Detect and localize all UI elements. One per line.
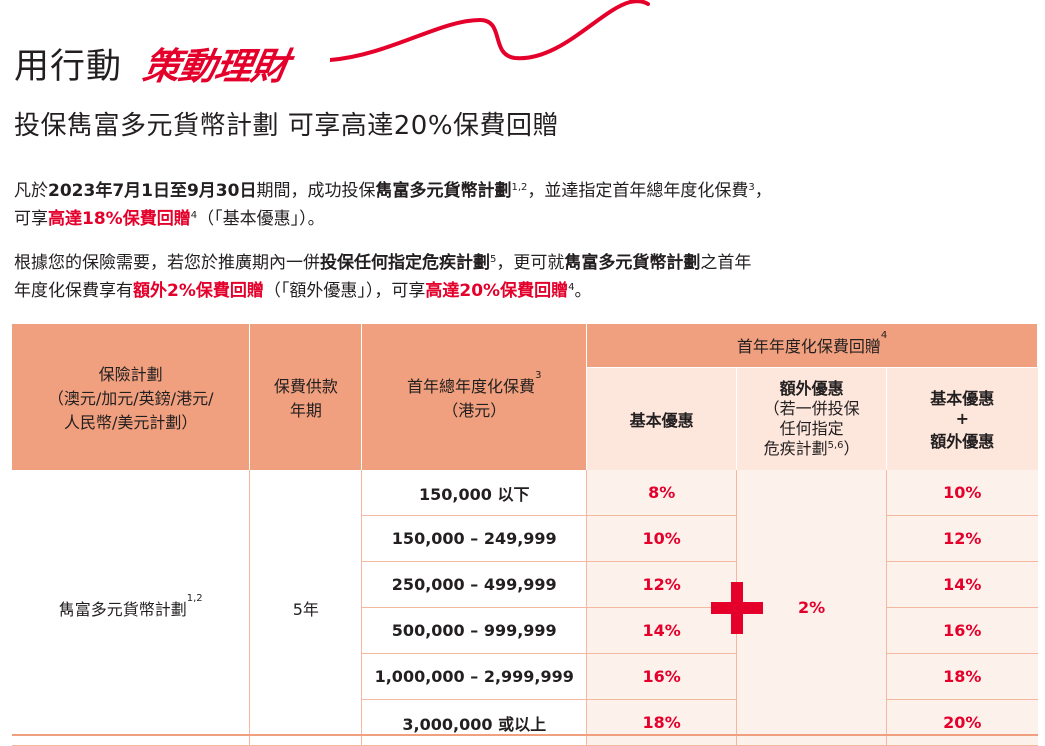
header-plan-l1: 保險計劃 <box>98 365 163 384</box>
p1-period: 2023年7月1日至9月30日 <box>48 181 257 201</box>
header-total-l1: 基本優惠 <box>930 389 995 409</box>
premium-range: 250,000 – 499,999 <box>361 561 588 608</box>
footnote-ref: 4 <box>568 282 575 293</box>
total-rate: 10% <box>886 470 1038 516</box>
p2-ci-plan: 投保任何指定危疾計劃 <box>320 253 490 273</box>
header-extra-l4: 危疾計劃 <box>763 438 828 458</box>
rebate-table: 保險計劃 （澳元/加元/英鎊/港元/ 人民幣/美元計劃） 保費供款 年期 首年總… <box>12 324 1038 746</box>
header-rebate-label: 首年年度化保費回贈 <box>736 337 881 357</box>
p1-text: 期間，成功投保 <box>256 181 376 201</box>
p1-text: ， <box>754 181 772 201</box>
table-row: 1,000,000 – 2,999,999 16% 18% <box>12 653 1038 700</box>
table-row: 250,000 – 499,999 12% 14% <box>12 561 1038 608</box>
basic-rate: 18% <box>586 699 738 746</box>
p2-text: （「額外優惠」），可享 <box>263 281 426 301</box>
header-plan: 保險計劃 （澳元/加元/英鎊/港元/ 人民幣/美元計劃） <box>12 324 251 470</box>
footnote-ref: 3 <box>535 370 542 381</box>
total-rate: 18% <box>886 653 1038 700</box>
ribbon-decoration <box>330 0 650 62</box>
header-total: 基本優惠 + 額外優惠 <box>886 367 1038 470</box>
premium-range: 150,000 以下 <box>361 470 588 516</box>
basic-rate: 8% <box>586 470 738 516</box>
p1-text: ，並達指定首年總年度化保費 <box>527 181 749 201</box>
plus-icon <box>711 581 764 634</box>
bottom-divider <box>12 734 1038 736</box>
footnote-ref: 1,2 <box>186 592 203 604</box>
p2-text: 之首年 <box>700 253 752 273</box>
term-cell: 5年 <box>249 470 363 746</box>
plan-name: 雋富多元貨幣計劃 <box>58 599 187 619</box>
basic-rate: 14% <box>586 607 738 654</box>
table-row: 500,000 – 999,999 14% 16% <box>12 607 1038 654</box>
header-term-l1: 保費供款 <box>273 377 338 396</box>
brand-heading: 用行動 策動理財 <box>14 36 291 90</box>
p2-text: 。 <box>574 281 592 301</box>
p2-text: ，更可就 <box>496 253 565 273</box>
p1-text: 凡於 <box>14 181 48 201</box>
page-subtitle: 投保雋富多元貨幣計劃 可享高達20%保費回贈 <box>14 111 560 141</box>
total-rate: 12% <box>886 515 1038 562</box>
basic-rate: 12% <box>586 561 738 608</box>
p1-text: 可享 <box>14 209 48 229</box>
p1-highlight: 高達18%保費回贈 <box>48 209 191 229</box>
header-premium-l2: （港元） <box>442 401 507 420</box>
brand-script-logo: 策動理財 <box>139 44 292 88</box>
premium-range: 500,000 – 999,999 <box>361 607 588 654</box>
p2-text: 年度化保費享有 <box>14 281 133 301</box>
header-extra: 額外優惠 （若一併投保 任何指定 危疾計劃5,6） <box>736 367 888 470</box>
p1-text: （「基本優惠」）。 <box>197 209 325 229</box>
table-row: 150,000 – 249,999 10% 12% <box>12 515 1038 562</box>
header-extra-l3: 任何指定 <box>779 418 844 438</box>
premium-range: 3,000,000 或以上 <box>361 699 588 746</box>
header-basic: 基本優惠 <box>586 367 738 470</box>
total-rate: 20% <box>886 699 1038 746</box>
extra-rate: 2% <box>798 598 826 617</box>
footnote-ref: 4 <box>190 210 198 221</box>
footnote-ref: 5,6 <box>827 439 844 451</box>
total-rate: 14% <box>886 561 1038 608</box>
footnote-ref: 1,2 <box>511 182 528 193</box>
header-premium-l1: 首年總年度化保費 <box>407 377 536 396</box>
header-extra-l5: ） <box>843 438 860 458</box>
extra-rate-cell: 2% <box>711 470 888 746</box>
header-term: 保費供款 年期 <box>249 324 363 470</box>
header-term-l2: 年期 <box>289 401 322 420</box>
p2-plan: 雋富多元貨幣計劃 <box>564 253 701 273</box>
p2-text: 根據您的保險需要，若您於推廣期內一併 <box>14 253 320 273</box>
p2-extra-highlight: 額外2%保費回贈 <box>133 281 264 301</box>
footnote-ref: 5 <box>490 254 497 265</box>
header-extra-l1: 額外優惠 <box>779 378 844 398</box>
footnote-ref: 4 <box>880 330 888 342</box>
p1-plan: 雋富多元貨幣計劃 <box>375 181 512 201</box>
premium-range: 150,000 – 249,999 <box>361 515 588 562</box>
plan-name-cell: 雋富多元貨幣計劃1,2 <box>12 470 251 746</box>
brand-prefix: 用行動 <box>14 46 123 87</box>
table-row: 雋富多元貨幣計劃1,2 5年 150,000 以下 8% 2% 10% <box>12 470 1038 746</box>
header-total-plus: + <box>955 409 969 429</box>
table-row: 3,000,000 或以上 18% 20% <box>12 699 1038 746</box>
footnote-ref: 3 <box>748 182 755 193</box>
intro-paragraph-1: 凡於2023年7月1日至9月30日期間，成功投保雋富多元貨幣計劃1,2，並達指定… <box>14 177 1039 233</box>
intro-paragraph-2: 根據您的保險需要，若您於推廣期內一併投保任何指定危疾計劃5，更可就雋富多元貨幣計… <box>14 249 1039 305</box>
p2-total-highlight: 高達20%保費回贈 <box>425 281 569 301</box>
header-rebate: 首年年度化保費回贈4 <box>586 324 1038 368</box>
basic-rate: 10% <box>586 515 738 562</box>
header-premium: 首年總年度化保費3 （港元） <box>361 324 588 470</box>
header-total-l3: 額外優惠 <box>930 432 995 452</box>
premium-range: 1,000,000 – 2,999,999 <box>361 653 588 700</box>
header-extra-l2: （若一併投保 <box>763 398 860 418</box>
basic-rate: 16% <box>586 653 738 700</box>
header-plan-l2: （澳元/加元/英鎊/港元/ <box>47 389 214 408</box>
header-plan-l3: 人民幣/美元計劃） <box>63 413 198 432</box>
total-rate: 16% <box>886 607 1038 654</box>
